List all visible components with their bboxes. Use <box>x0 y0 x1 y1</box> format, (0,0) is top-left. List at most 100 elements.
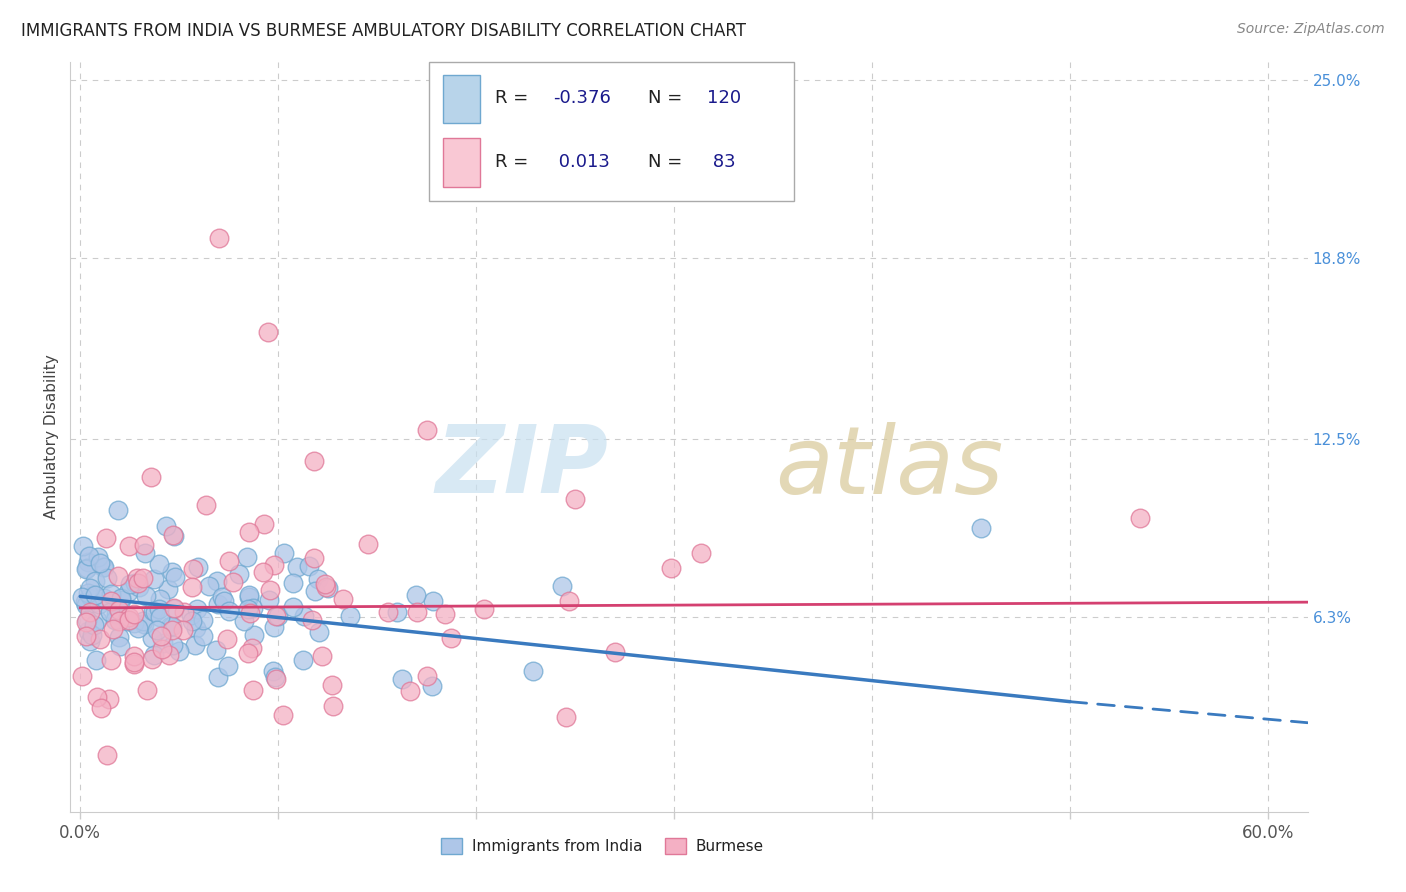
Point <box>84 574 107 588</box>
Point <box>76 585 98 599</box>
Point <box>145 624 167 638</box>
Point <box>238 588 260 602</box>
Point <box>218 604 240 618</box>
Point <box>83 618 105 632</box>
Point <box>281 599 304 614</box>
Text: R =: R = <box>495 89 527 107</box>
Point <box>118 613 141 627</box>
Point <box>472 601 495 615</box>
Point <box>321 678 343 692</box>
Point <box>283 575 305 590</box>
Point <box>205 574 228 589</box>
Point <box>316 581 339 595</box>
Point <box>405 605 427 619</box>
Point <box>89 632 111 646</box>
Point <box>195 498 218 512</box>
Point <box>242 641 264 656</box>
Point <box>173 605 195 619</box>
Text: Source: ZipAtlas.com: Source: ZipAtlas.com <box>1237 22 1385 37</box>
Point <box>605 645 627 659</box>
Point <box>186 601 208 615</box>
Point <box>236 647 259 661</box>
Point <box>82 628 104 642</box>
Bar <box>443 138 479 186</box>
Point <box>259 583 281 598</box>
Point <box>149 610 172 624</box>
Bar <box>443 75 479 123</box>
Point <box>79 605 101 619</box>
Point <box>143 605 166 619</box>
Point <box>76 560 98 574</box>
Point <box>420 679 443 693</box>
Point <box>70 590 93 604</box>
Point <box>157 648 180 663</box>
Point <box>287 559 309 574</box>
Point <box>127 621 149 635</box>
Point <box>162 638 184 652</box>
Text: R =: R = <box>495 153 527 171</box>
Point <box>86 690 108 704</box>
Point <box>107 603 129 617</box>
Point <box>186 621 208 635</box>
Point <box>422 593 444 607</box>
Point <box>357 536 380 550</box>
Point <box>238 524 260 539</box>
Point <box>163 602 186 616</box>
Point <box>156 582 179 596</box>
Point <box>160 566 183 580</box>
Point <box>118 610 141 624</box>
Point <box>307 572 329 586</box>
Point <box>311 648 333 663</box>
Point <box>415 423 437 437</box>
Point <box>124 576 146 591</box>
Point <box>180 614 202 628</box>
Point <box>1129 510 1152 524</box>
Point <box>301 614 323 628</box>
Point <box>242 601 264 615</box>
Point <box>84 588 107 602</box>
Point <box>308 624 330 639</box>
Point <box>117 614 139 628</box>
Point <box>180 580 202 594</box>
Point <box>139 470 162 484</box>
Point <box>184 639 207 653</box>
Point <box>252 565 274 579</box>
Point <box>267 609 290 624</box>
Point <box>72 539 94 553</box>
Point <box>159 618 181 632</box>
Point <box>292 608 315 623</box>
Point <box>128 580 150 594</box>
Point <box>314 577 336 591</box>
Point <box>522 664 544 678</box>
Text: atlas: atlas <box>776 422 1004 513</box>
Point <box>101 623 124 637</box>
Point <box>332 592 354 607</box>
Point <box>263 620 285 634</box>
Point <box>86 613 108 627</box>
Point <box>207 670 229 684</box>
Point <box>440 631 463 645</box>
Point <box>84 653 107 667</box>
Point <box>152 636 174 650</box>
Point <box>93 559 115 574</box>
Point <box>218 554 240 568</box>
Point <box>127 576 149 591</box>
Point <box>257 593 280 607</box>
Point <box>564 491 586 506</box>
Point <box>558 594 581 608</box>
Point <box>148 602 170 616</box>
Point <box>105 607 128 622</box>
Point <box>118 577 141 591</box>
Point <box>96 570 118 584</box>
Point <box>228 567 250 582</box>
Point <box>242 683 264 698</box>
Point <box>180 608 202 623</box>
Text: -0.376: -0.376 <box>553 89 612 107</box>
Point <box>100 587 122 601</box>
Legend: Immigrants from India, Burmese: Immigrants from India, Burmese <box>434 831 769 860</box>
Point <box>108 614 131 628</box>
Point <box>160 623 183 637</box>
Point <box>222 575 245 590</box>
Point <box>124 655 146 669</box>
Point <box>134 617 156 632</box>
